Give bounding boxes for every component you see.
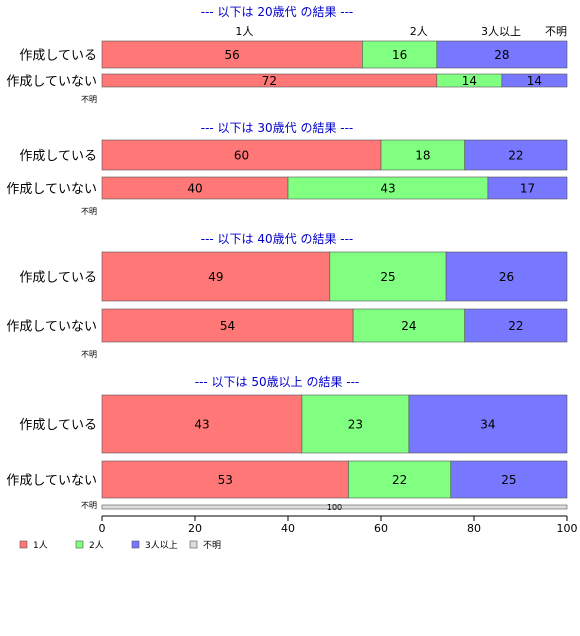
- row-label: 作成している: [19, 149, 97, 164]
- data-label: 16: [392, 48, 407, 62]
- panel-title: --- 以下は 20歳代 の結果 ---: [201, 5, 354, 19]
- bar-segment: [101, 139, 382, 171]
- row-label: 作成している: [19, 49, 97, 64]
- data-label: 60: [234, 149, 249, 163]
- row-label: 不明: [81, 501, 97, 510]
- legend: 1人 2人 3人以上 不明: [19, 540, 221, 551]
- bar-segment: [380, 139, 465, 171]
- data-label: 22: [508, 319, 523, 333]
- bar-segment: [464, 308, 568, 343]
- row-label: 不明: [81, 95, 97, 104]
- legend-swatch: [75, 540, 84, 549]
- row-label: 作成していない: [6, 182, 97, 197]
- row-label: 不明: [81, 207, 97, 216]
- x-tick-label: 40: [281, 522, 295, 535]
- data-label: 43: [194, 418, 209, 432]
- bar-segment: [101, 504, 568, 510]
- chart-panels: --- 以下は 20歳代 の結果 --- 作成している 56 16 28 作成していない 7…: [6, 5, 568, 512]
- data-label: 34: [480, 418, 495, 432]
- data-label: 56: [225, 48, 240, 62]
- row-label: 作成していない: [6, 320, 97, 335]
- data-label: 54: [220, 319, 235, 333]
- x-tick-label: 80: [467, 522, 481, 535]
- bar-segment: [101, 308, 354, 343]
- bar-segment: [464, 139, 568, 171]
- row-label: 作成している: [19, 271, 97, 286]
- category-header: 2人: [410, 25, 428, 38]
- data-label: 24: [401, 319, 416, 333]
- panel-title: --- 以下は 30歳代 の結果 ---: [201, 121, 354, 135]
- x-tick-label: 20: [188, 522, 202, 535]
- bar-segment: [436, 40, 568, 69]
- legend-label: 1人: [33, 540, 48, 551]
- bar-segment: [329, 251, 447, 302]
- x-axis: 0 20 40 60 80 100: [99, 515, 578, 535]
- panel-title: --- 以下は 50歳以上 の結果 ---: [195, 375, 360, 389]
- bar-segment: [101, 40, 363, 69]
- bar-segment: [352, 308, 466, 343]
- legend-swatch: [131, 540, 140, 549]
- category-header: 3人以上: [481, 25, 521, 38]
- bar-segment: [362, 40, 438, 69]
- legend-label: 3人以上: [145, 540, 178, 551]
- data-label: 18: [415, 149, 430, 163]
- data-label: 43: [380, 182, 395, 196]
- data-label: 53: [218, 473, 233, 487]
- panel-title: --- 以下は 40歳代 の結果 ---: [201, 232, 354, 246]
- x-tick-label: 0: [99, 522, 106, 535]
- data-label: 14: [527, 74, 542, 88]
- data-label: 22: [392, 473, 407, 487]
- data-label: 49: [208, 270, 223, 284]
- panel: --- 以下は 30歳代 の結果 --- 作成している 60 18 22 作成していない 4…: [6, 121, 568, 216]
- data-label: 28: [494, 48, 509, 62]
- legend-swatch: [19, 540, 28, 549]
- category-header: 1人: [235, 25, 253, 38]
- data-label: 25: [501, 473, 516, 487]
- data-label: 23: [348, 418, 363, 432]
- data-label: 72: [262, 74, 277, 88]
- bar-segment: [445, 251, 568, 302]
- panel: --- 以下は 40歳代 の結果 --- 作成している 49 25 26 作成していない 5…: [6, 232, 568, 359]
- bar-segment: [408, 394, 568, 454]
- bar-segment: [101, 394, 303, 454]
- data-label: 25: [380, 270, 395, 284]
- data-label: 17: [520, 182, 535, 196]
- bar-segment: [487, 176, 568, 200]
- x-tick-label: 60: [374, 522, 388, 535]
- x-tick-label: 100: [557, 522, 578, 535]
- data-label: 40: [187, 182, 202, 196]
- data-label: 26: [499, 270, 514, 284]
- panel: --- 以下は 50歳以上 の結果 --- 作成している 43 23 34 作成していない…: [6, 375, 568, 512]
- bar-segment: [101, 251, 331, 302]
- row-label: 作成している: [19, 418, 97, 433]
- bar-segment: [101, 460, 349, 499]
- data-label: 100: [327, 503, 342, 512]
- data-label: 14: [462, 74, 477, 88]
- legend-label: 不明: [203, 540, 221, 551]
- category-headers: 1人 2人 3人以上 不明: [235, 25, 567, 38]
- data-label: 22: [508, 149, 523, 163]
- row-label: 作成していない: [6, 474, 97, 489]
- bar-segment: [301, 394, 410, 454]
- legend-swatch: [189, 540, 198, 549]
- bar-segment: [348, 460, 452, 499]
- bar-segment: [450, 460, 568, 499]
- row-label: 作成していない: [6, 75, 97, 90]
- category-header: 不明: [545, 25, 567, 38]
- row-label: 不明: [81, 350, 97, 359]
- panel: --- 以下は 20歳代 の結果 --- 作成している 56 16 28 作成していない 7…: [6, 5, 568, 104]
- legend-label: 2人: [89, 540, 104, 551]
- bar-segment: [501, 73, 568, 88]
